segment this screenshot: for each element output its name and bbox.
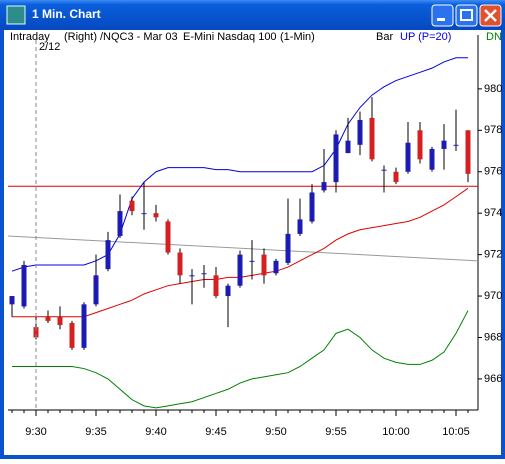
candle-body xyxy=(261,254,267,276)
candle-body xyxy=(237,254,243,286)
candle-body xyxy=(9,296,15,305)
candle-body xyxy=(429,148,435,170)
candle-body xyxy=(201,273,207,275)
x-tick-label: 9:45 xyxy=(205,426,226,438)
candle-body xyxy=(249,260,255,262)
candle-body xyxy=(129,200,135,212)
y-tick-label: 972 xyxy=(484,249,502,261)
y-tick-label: 974 xyxy=(484,207,502,219)
trend-line xyxy=(8,235,478,262)
candle-body xyxy=(417,130,423,160)
candle-body xyxy=(273,260,279,274)
candle-body xyxy=(33,327,39,338)
candle-body xyxy=(93,275,99,305)
candle-body xyxy=(381,169,387,171)
plot-area xyxy=(8,57,478,409)
candle-body xyxy=(177,252,183,276)
x-tick-label: 9:50 xyxy=(265,426,286,438)
candle-body xyxy=(57,316,63,326)
close-button[interactable] xyxy=(479,4,502,27)
x-tick-label: 10:00 xyxy=(382,426,410,438)
candle-body xyxy=(465,130,471,174)
x-tick-label: 9:30 xyxy=(25,426,46,438)
candle-body xyxy=(309,192,315,222)
y-tick-label: 970 xyxy=(484,290,502,302)
y-tick-label: 978 xyxy=(484,124,502,136)
legend-label: UP (P=20) xyxy=(400,31,451,43)
candle-body xyxy=(225,285,231,297)
header-label: (Right) xyxy=(64,31,97,43)
candle-body xyxy=(153,213,159,218)
candle-body xyxy=(285,233,291,263)
band-line xyxy=(12,310,469,409)
candle-body xyxy=(69,322,75,348)
candle-body xyxy=(81,304,87,348)
candle-body xyxy=(141,213,147,215)
legend-label: Bar xyxy=(376,31,393,43)
candle-body xyxy=(405,142,411,172)
x-tick-label: 9:35 xyxy=(85,426,106,438)
candle-body xyxy=(189,275,195,277)
band-line xyxy=(11,57,468,272)
x-tick-label: 9:40 xyxy=(145,426,166,438)
y-tick-label: 966 xyxy=(484,373,502,385)
header-label: (1-Min) xyxy=(280,31,315,43)
candle-body xyxy=(357,119,363,145)
candle-body xyxy=(117,211,123,236)
header-label: /NQC3 - Mar 03 xyxy=(100,31,178,43)
candle-body xyxy=(333,134,339,183)
x-tick-label: 10:05 xyxy=(442,426,470,438)
candle-body xyxy=(393,171,399,183)
title-bar xyxy=(0,0,505,30)
candle-body xyxy=(345,140,351,154)
header-label: Intraday xyxy=(10,31,50,43)
legend-label: DN (P=20) xyxy=(486,31,505,43)
y-tick-label: 968 xyxy=(484,331,502,343)
y-tick-label: 976 xyxy=(484,166,502,178)
candle-body xyxy=(453,144,459,146)
y-tick-label: 980 xyxy=(484,83,502,95)
x-tick-label: 9:55 xyxy=(325,426,346,438)
candle-body xyxy=(441,140,447,149)
minimize-button[interactable] xyxy=(431,4,454,27)
candle-body xyxy=(45,316,51,321)
window-icon xyxy=(6,5,26,25)
header-label: E-Mini Nasdaq 100 xyxy=(183,31,277,43)
candle-body xyxy=(165,221,171,253)
candle-body xyxy=(369,117,375,160)
candle-body xyxy=(321,182,327,191)
candle-body xyxy=(297,219,303,234)
candle-body xyxy=(21,264,27,307)
candle-body xyxy=(213,275,219,297)
window-title: 1 Min. Chart xyxy=(32,7,101,21)
date-label: 2/12 xyxy=(39,41,60,53)
maximize-button[interactable] xyxy=(455,4,478,27)
candle-body xyxy=(105,240,111,270)
